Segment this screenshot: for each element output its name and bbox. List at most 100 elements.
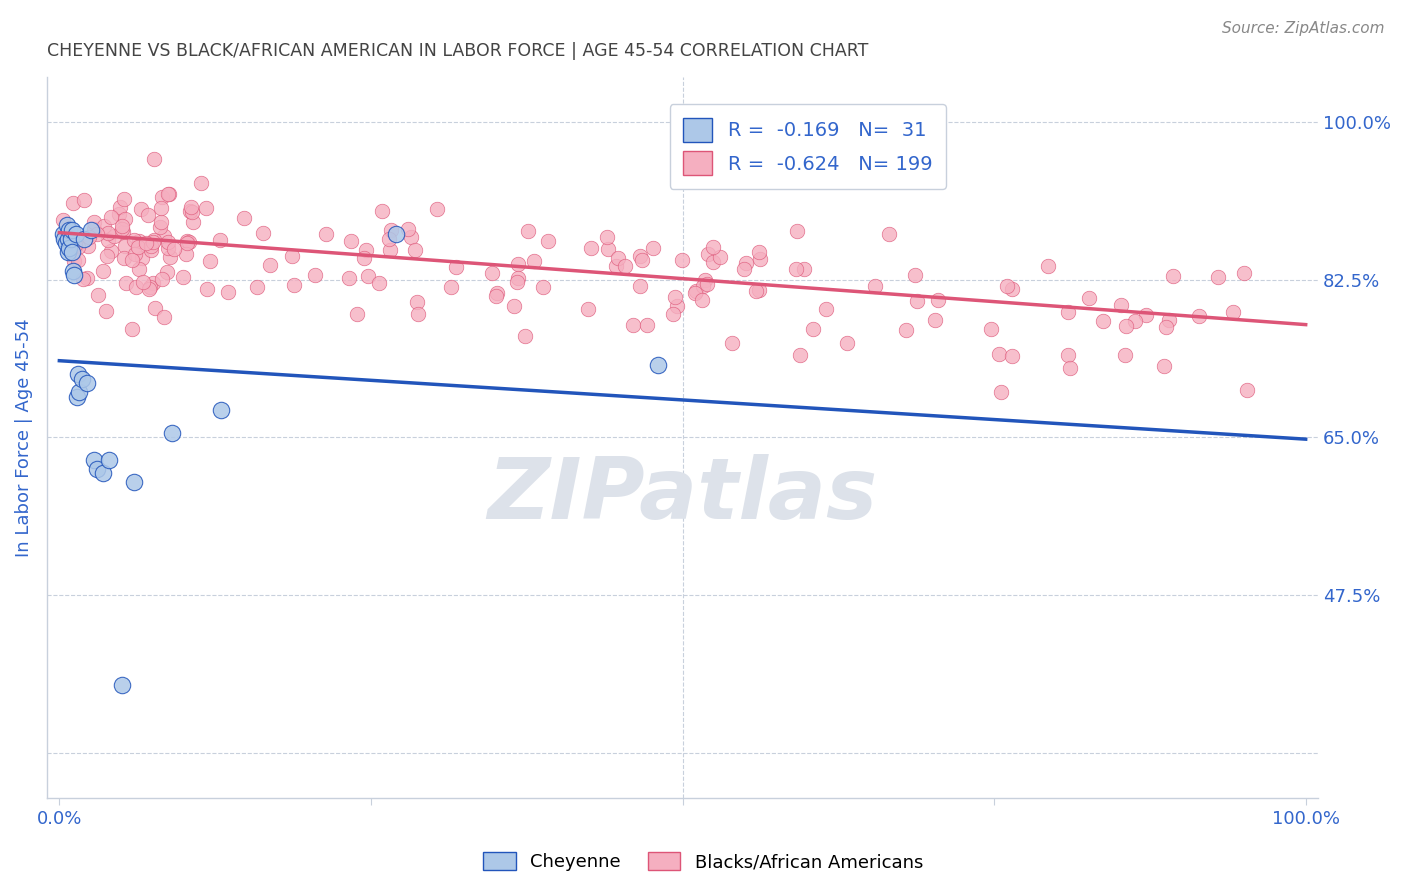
Point: [721, 335, 744, 350]
Point: [444, 260, 467, 274]
Point: [138, 282, 160, 296]
Point: [142, 235, 165, 250]
Point: [685, 284, 707, 298]
Point: [377, 232, 399, 246]
Point: [60, 245, 83, 260]
Point: [1156, 319, 1178, 334]
Point: [605, 259, 627, 273]
Point: [354, 244, 377, 258]
Point: [131, 251, 153, 265]
Point: [789, 348, 811, 362]
Point: [523, 253, 546, 268]
Point: [485, 289, 508, 303]
Point: [217, 285, 239, 300]
Point: [815, 301, 838, 316]
Point: [785, 261, 807, 276]
Point: [1056, 305, 1078, 319]
Point: [628, 279, 651, 293]
Point: [66, 390, 89, 404]
Point: [156, 186, 179, 201]
Point: [666, 299, 689, 313]
Point: [97, 227, 120, 241]
Point: [63, 238, 86, 252]
Legend: Cheyenne, Blacks/African Americans: Cheyenne, Blacks/African Americans: [475, 845, 931, 879]
Point: [149, 219, 172, 234]
Point: [643, 242, 665, 256]
Point: [63, 268, 86, 282]
Point: [180, 204, 202, 219]
Point: [91, 264, 114, 278]
Point: [177, 235, 200, 249]
Point: [370, 203, 392, 218]
Point: [1114, 348, 1136, 362]
Point: [734, 256, 756, 270]
Text: Source: ZipAtlas.com: Source: ZipAtlas.com: [1222, 21, 1385, 36]
Point: [195, 282, 218, 296]
Point: [628, 249, 651, 263]
Point: [232, 211, 254, 226]
Point: [100, 211, 122, 225]
Point: [1187, 309, 1209, 323]
Point: [696, 247, 718, 261]
Point: [76, 376, 98, 391]
Point: [60, 223, 83, 237]
Point: [122, 233, 145, 247]
Point: [131, 202, 153, 217]
Point: [141, 239, 163, 253]
Point: [76, 239, 98, 253]
Point: [149, 201, 172, 215]
Point: [122, 475, 145, 490]
Point: [904, 268, 927, 283]
Point: [246, 280, 269, 294]
Point: [537, 234, 560, 248]
Point: [865, 279, 887, 293]
Point: [53, 232, 76, 246]
Point: [1153, 359, 1175, 374]
Point: [748, 244, 770, 259]
Point: [132, 276, 155, 290]
Point: [143, 233, 166, 247]
Point: [692, 293, 714, 308]
Point: [79, 223, 101, 237]
Point: [136, 209, 159, 223]
Point: [200, 253, 222, 268]
Point: [426, 202, 449, 216]
Point: [894, 323, 917, 337]
Point: [793, 261, 815, 276]
Point: [67, 368, 90, 382]
Point: [385, 227, 408, 242]
Point: [93, 219, 115, 233]
Point: [1092, 314, 1115, 328]
Point: [142, 153, 165, 167]
Point: [195, 202, 218, 216]
Point: [1206, 270, 1229, 285]
Point: [1001, 282, 1024, 296]
Point: [576, 302, 599, 317]
Point: [702, 254, 724, 268]
Point: [209, 403, 232, 417]
Point: [174, 246, 197, 260]
Point: [481, 267, 503, 281]
Point: [927, 293, 949, 307]
Point: [506, 275, 529, 289]
Point: [486, 285, 509, 300]
Point: [66, 240, 89, 254]
Point: [73, 193, 96, 207]
Point: [67, 253, 90, 268]
Point: [58, 241, 80, 255]
Point: [1057, 348, 1080, 362]
Point: [59, 232, 82, 246]
Point: [63, 253, 86, 268]
Point: [160, 425, 183, 440]
Point: [340, 234, 363, 248]
Legend: R =  -0.169   N=  31, R =  -0.624   N= 199: R = -0.169 N= 31, R = -0.624 N= 199: [669, 104, 946, 189]
Text: CHEYENNE VS BLACK/AFRICAN AMERICAN IN LABOR FORCE | AGE 45-54 CORRELATION CHART: CHEYENNE VS BLACK/AFRICAN AMERICAN IN LA…: [46, 42, 869, 60]
Point: [877, 227, 900, 242]
Point: [399, 230, 422, 244]
Point: [79, 230, 101, 244]
Point: [506, 271, 529, 285]
Point: [636, 318, 658, 333]
Point: [159, 250, 181, 264]
Point: [128, 261, 150, 276]
Point: [156, 235, 179, 250]
